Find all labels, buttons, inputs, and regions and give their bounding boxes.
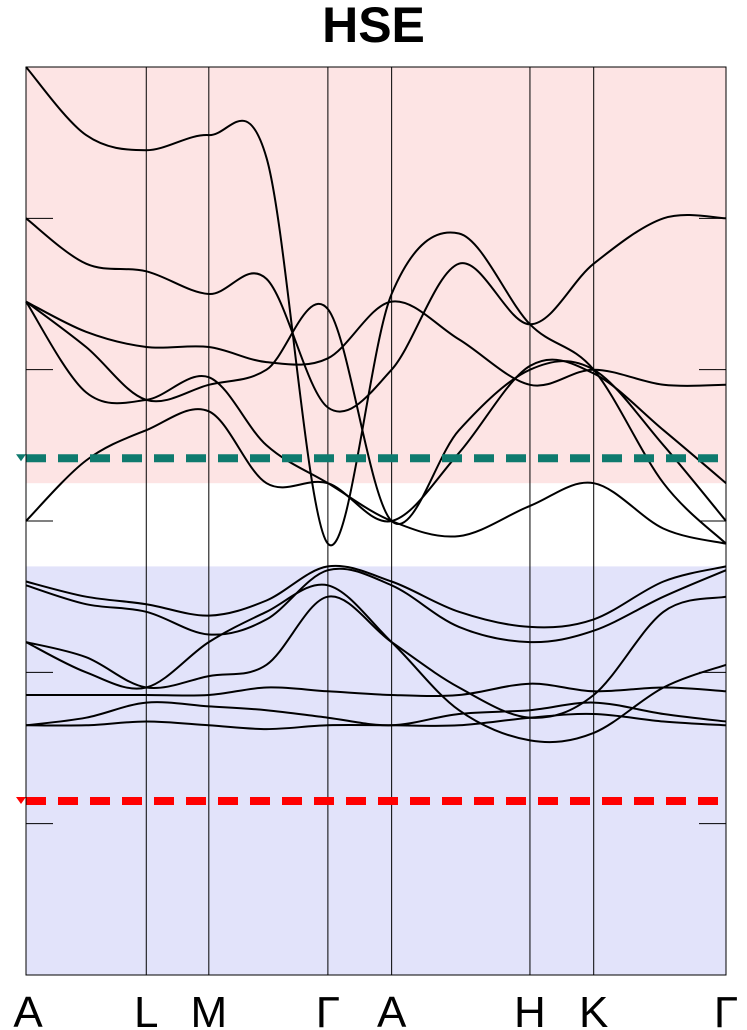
band-line: [25, 567, 727, 644]
reference-marker: [16, 796, 26, 804]
band-line: [25, 712, 727, 731]
x-tick-label: K: [579, 988, 608, 1030]
reference-marker: [16, 454, 26, 462]
valence-region: [26, 566, 726, 975]
x-tick-label: H: [514, 988, 546, 1030]
band-lines: [25, 66, 727, 744]
reference-lines: [16, 454, 726, 805]
plot-frame: [25, 66, 727, 976]
x-tick-label: A: [377, 988, 407, 1030]
x-tick-label: L: [134, 988, 158, 1030]
conduction-region: [26, 67, 726, 484]
band-regions: [26, 67, 726, 975]
x-tick-label: Γ: [316, 988, 340, 1030]
x-tick-label: Γ: [714, 988, 738, 1030]
high-symmetry-lines: [145, 67, 595, 975]
x-tick-label: A: [13, 988, 43, 1030]
band-line: [25, 66, 727, 547]
band-line: [25, 358, 727, 523]
band-line: [25, 301, 727, 545]
band-line: [26, 682, 727, 698]
chart-title: HSE: [322, 0, 425, 53]
band-line: [25, 583, 727, 744]
x-tick-label: M: [190, 988, 227, 1030]
band-line: [25, 564, 727, 629]
